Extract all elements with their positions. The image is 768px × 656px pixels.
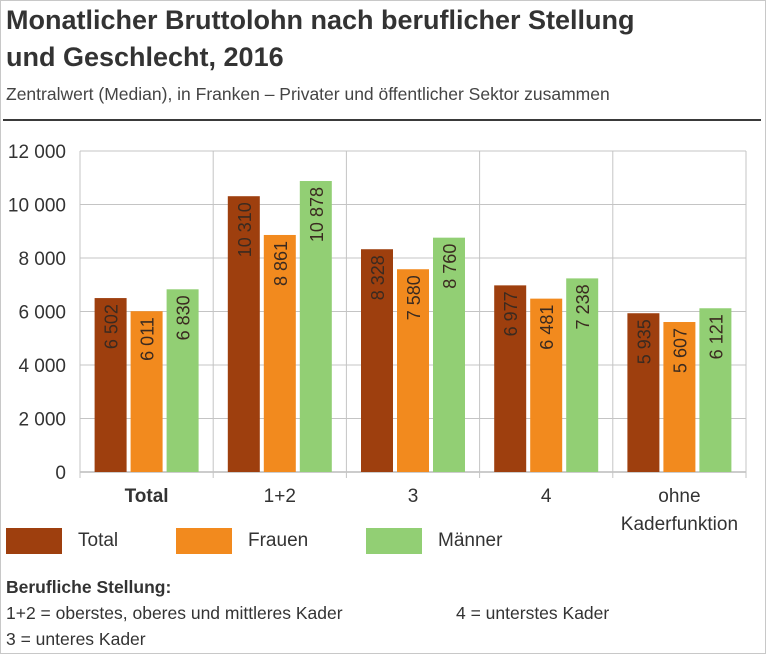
legend-swatch-maenner: [366, 528, 422, 554]
notes-row-2: 3 = unteres Kader: [6, 626, 746, 652]
bar-chart: 0 2 000 4 000 6 000 8 000 10 000 12 000 6 502 6 …: [8, 142, 747, 535]
bar-value-label: 6 830: [174, 295, 194, 340]
bar: [530, 298, 563, 472]
legend-swatch-total: [6, 528, 62, 554]
y-tick-label: 4 000: [18, 356, 66, 377]
bar: [227, 196, 260, 472]
y-tick-label: 10 000: [8, 196, 66, 217]
bar: [663, 322, 696, 472]
legend-label-maenner: Männer: [438, 530, 503, 551]
bar: [494, 285, 527, 472]
chart-legend: Total Frauen Männer: [6, 528, 706, 556]
bar: [94, 298, 127, 472]
chart-title: Monatlicher Bruttolohn nach beruflicher …: [6, 2, 746, 76]
header-divider: [3, 119, 761, 121]
bar-value-label: 7 238: [573, 284, 593, 329]
note-kader-3: 3 = unteres Kader: [6, 629, 146, 649]
bar: [299, 181, 332, 473]
bar-value-label: 6 011: [138, 317, 158, 361]
y-tick-label: 8 000: [18, 249, 66, 270]
bar-value-label: 10 878: [307, 187, 327, 242]
notes-row-1: 1+2 = oberstes, oberes und mittleres Kad…: [6, 600, 746, 626]
bar-value-label: 8 861: [271, 241, 291, 286]
bar-value-label: 5 935: [634, 319, 654, 364]
x-category-label: Total: [125, 486, 169, 507]
footnotes: Berufliche Stellung: 1+2 = oberstes, obe…: [6, 574, 746, 652]
y-tick-label: 0: [55, 463, 66, 484]
legend-label-frauen: Frauen: [248, 530, 309, 551]
bar: [166, 289, 199, 472]
bar-value-label: 6 481: [537, 305, 557, 350]
x-category-label: 1+2: [264, 486, 296, 507]
bar: [361, 249, 393, 472]
bar-value-label: 7 580: [404, 275, 424, 320]
y-tick-label: 6 000: [18, 303, 66, 324]
bar-value-label: 6 977: [501, 291, 521, 336]
y-tick-label: 2 000: [18, 410, 66, 431]
x-category-label: 3: [408, 486, 419, 507]
bar-value-label: 8 328: [368, 255, 388, 300]
legend-swatch-frauen: [176, 528, 232, 554]
x-category-label: 4: [541, 486, 552, 507]
bar: [699, 308, 732, 472]
chart-title-line-2: und Geschlecht, 2016: [6, 42, 284, 72]
bar: [433, 237, 465, 472]
legend-item-maenner: Männer: [366, 528, 502, 554]
x-category-label: ohne Kaderfunktion: [621, 486, 738, 535]
bar-value-label: 10 310: [235, 202, 255, 257]
notes-heading: Berufliche Stellung:: [6, 577, 172, 597]
chart-subtitle: Zentralwert (Median), in Franken – Priva…: [6, 84, 610, 104]
legend-label-total: Total: [78, 530, 119, 551]
bar-value-label: 6 502: [102, 304, 122, 349]
bar-value-label: 5 607: [670, 328, 690, 373]
bar-value-label: 8 760: [440, 244, 460, 289]
bar: [130, 311, 163, 472]
chart-title-line-1: Monatlicher Bruttolohn nach beruflicher …: [6, 5, 635, 35]
bar: [566, 278, 599, 472]
legend-item-frauen: Frauen: [176, 528, 308, 554]
bar: [627, 313, 660, 472]
note-kader-4: 4 = unterstes Kader: [456, 603, 610, 623]
bar: [263, 234, 296, 472]
legend-item-total: Total: [6, 528, 118, 554]
bar-value-label: 6 121: [706, 314, 726, 359]
y-tick-label: 12 000: [8, 142, 66, 163]
note-kader-1-2: 1+2 = oberstes, oberes und mittleres Kad…: [6, 603, 343, 623]
bar: [397, 269, 429, 472]
